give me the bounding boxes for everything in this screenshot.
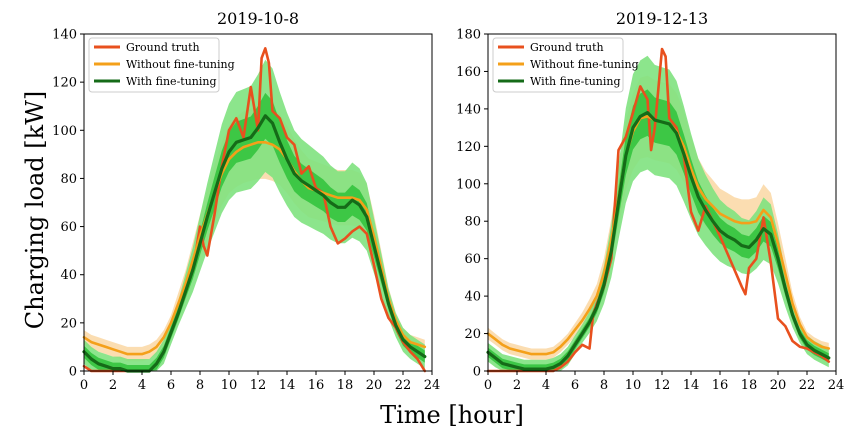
x-tick-label: 0 — [80, 378, 88, 393]
x-tick-label: 24 — [828, 378, 845, 393]
y-tick-label: 40 — [60, 268, 77, 283]
x-tick-label: 4 — [542, 378, 550, 393]
x-tick-label: 4 — [138, 378, 146, 393]
x-tick-label: 20 — [366, 378, 383, 393]
x-tick-label: 22 — [395, 378, 412, 393]
x-tick-label: 18 — [741, 378, 758, 393]
legend-label-ground-truth: Ground truth — [126, 41, 200, 54]
y-tick-label: 180 — [456, 28, 481, 43]
x-tick-label: 2 — [513, 378, 521, 393]
x-tick-label: 8 — [196, 378, 204, 393]
legend-label-with-fine-tuning: With fine-tuning — [126, 75, 217, 88]
y-tick-label: 20 — [60, 316, 77, 331]
y-axis-label: Charging load [kW] — [21, 91, 49, 329]
y-tick-label: 80 — [60, 172, 77, 187]
y-tick-label: 60 — [464, 252, 481, 267]
x-tick-label: 22 — [799, 378, 816, 393]
legend-label-without-fine-tuning: Without fine-tuning — [126, 58, 235, 71]
y-tick-label: 160 — [456, 65, 481, 80]
x-tick-label: 10 — [221, 378, 238, 393]
legend-label-without-fine-tuning: Without fine-tuning — [530, 58, 639, 71]
y-tick-label: 120 — [456, 140, 481, 155]
y-tick-label: 40 — [464, 290, 481, 305]
panel-title: 2019-10-8 — [217, 9, 299, 28]
x-tick-label: 20 — [770, 378, 787, 393]
series-line-without-fine-tuning — [82, 141, 427, 356]
x-tick-label: 24 — [424, 378, 441, 393]
legend: Ground truth Without fine-tuning With fi… — [88, 37, 235, 93]
y-tick-label: 20 — [464, 327, 481, 342]
y-tick-label: 100 — [456, 177, 481, 192]
legend-label-with-fine-tuning: With fine-tuning — [530, 75, 621, 88]
band-with-fine-tuning-inner — [84, 92, 425, 372]
x-tick-label: 12 — [250, 378, 267, 393]
series-line-ground-truth — [486, 47, 831, 373]
y-tick-label: 120 — [52, 76, 77, 91]
series-line-with-fine-tuning — [486, 111, 831, 371]
panel-2019-10-8: 2019-10-8 0 2 4 6 8 10 12 14 16 18 20 22 24020406080… — [52, 9, 440, 393]
legend-box — [88, 37, 220, 93]
x-tick-label: 14 — [279, 378, 296, 393]
x-tick-label: 14 — [683, 378, 700, 393]
x-tick-label: 6 — [167, 378, 175, 393]
x-tick-label: 8 — [600, 378, 608, 393]
y-tick-label: 140 — [456, 102, 481, 117]
x-tick-label: 0 — [484, 378, 492, 393]
x-tick-label: 16 — [712, 378, 729, 393]
x-tick-label: 2 — [109, 378, 117, 393]
legend-box — [492, 37, 624, 93]
y-tick-label: 140 — [52, 28, 77, 43]
x-tick-label: 10 — [625, 378, 642, 393]
panel-title: 2019-12-13 — [616, 9, 708, 28]
panel-2019-12-13: 2019-12-13 0 2 4 6 8 10 12 14 16 18 20 22 2402040608… — [456, 9, 844, 393]
x-tick-label: 18 — [337, 378, 354, 393]
y-tick-label: 60 — [60, 220, 77, 235]
x-tick-label: 6 — [571, 378, 579, 393]
y-tick-label: 100 — [52, 124, 77, 139]
x-axis-label: Time [hour] — [380, 401, 524, 429]
y-tick-label: 0 — [473, 365, 481, 380]
x-tick-label: 12 — [654, 378, 671, 393]
y-tick-label: 80 — [464, 215, 481, 230]
x-tick-label: 16 — [308, 378, 325, 393]
legend-label-ground-truth: Ground truth — [530, 41, 604, 54]
legend: Ground truth Without fine-tuning With fi… — [492, 37, 639, 93]
y-tick-label: 0 — [69, 365, 77, 380]
